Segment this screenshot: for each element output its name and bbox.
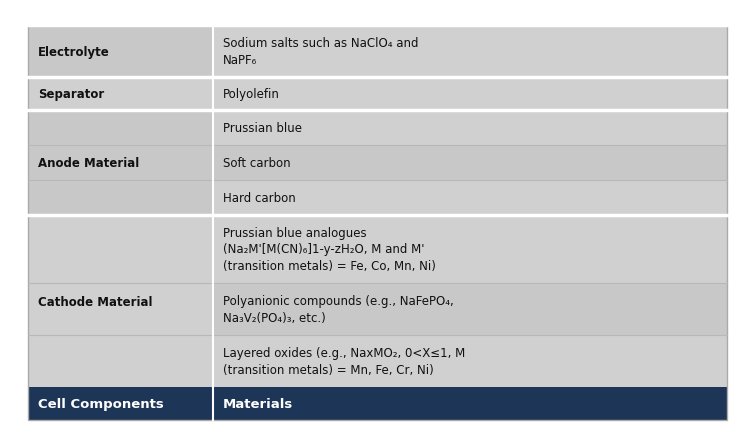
Bar (213, 335, 727, 387)
Text: Electrolyte: Electrolyte (38, 46, 110, 58)
Bar (28, 78, 213, 111)
Text: Separator: Separator (38, 88, 104, 101)
Bar (28, 111, 213, 215)
Bar (28, 387, 727, 420)
Text: Layered oxides (e.g., NaxMO₂, 0<X≤1, M
(transition metals) = Mn, Fe, Cr, Ni): Layered oxides (e.g., NaxMO₂, 0<X≤1, M (… (224, 346, 466, 376)
Bar (28, 26, 727, 420)
Bar (213, 215, 727, 283)
Text: Polyanionic compounds (e.g., NaFePO₄,
Na₃V₂(PO₄)₃, etc.): Polyanionic compounds (e.g., NaFePO₄, Na… (224, 295, 454, 324)
Text: Hard carbon: Hard carbon (224, 191, 296, 205)
Bar (213, 26, 727, 78)
Text: Polyolefin: Polyolefin (224, 88, 280, 101)
Text: Anode Material: Anode Material (38, 157, 139, 170)
Bar (28, 215, 213, 387)
Bar (213, 78, 727, 111)
Bar (213, 146, 727, 180)
Text: Cathode Material: Cathode Material (38, 295, 153, 308)
Text: Cell Components: Cell Components (38, 397, 164, 410)
Bar (28, 26, 213, 78)
Bar (213, 111, 727, 146)
Text: Prussian blue: Prussian blue (224, 122, 302, 135)
Text: Sodium salts such as NaClO₄ and
NaPF₆: Sodium salts such as NaClO₄ and NaPF₆ (224, 37, 419, 67)
Text: Soft carbon: Soft carbon (224, 157, 291, 170)
Text: Prussian blue analogues
(Na₂M'[M(CN)₆]1-y-zH₂O, M and M'
(transition metals) = F: Prussian blue analogues (Na₂M'[M(CN)₆]1-… (224, 226, 436, 272)
Bar (213, 180, 727, 215)
Text: Materials: Materials (224, 397, 294, 410)
Bar (213, 283, 727, 335)
